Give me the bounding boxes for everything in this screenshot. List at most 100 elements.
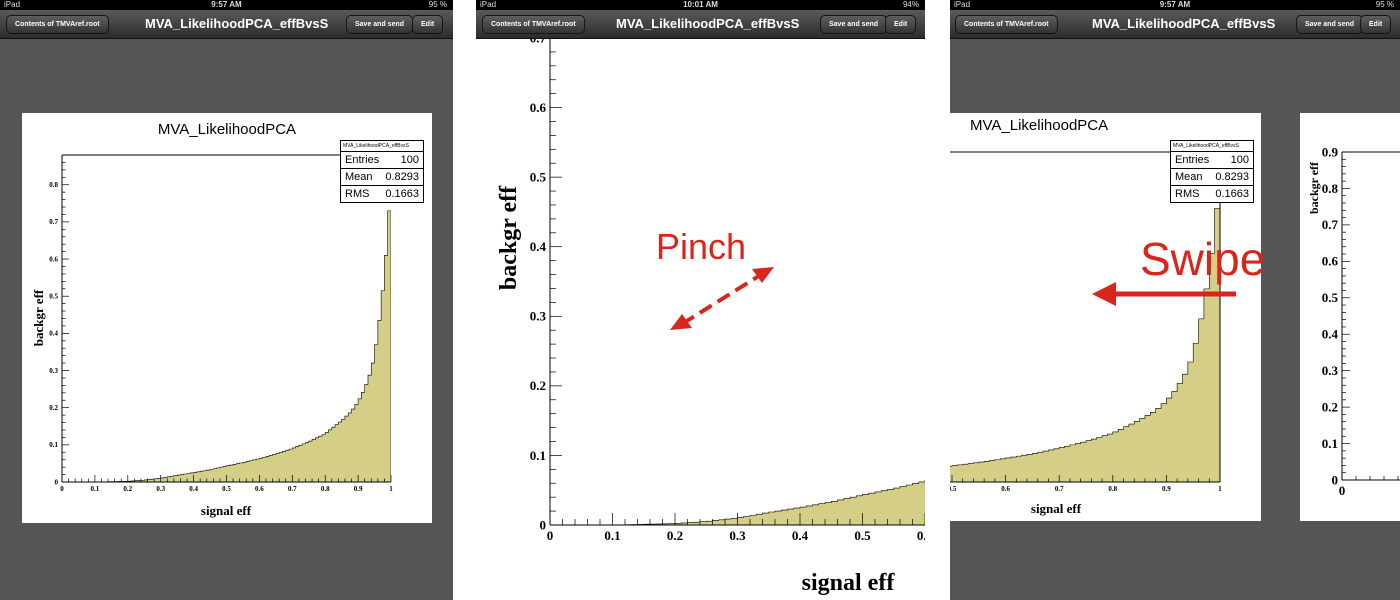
- navigation-bar: Contents of TMVAref.root MVA_LikelihoodP…: [0, 10, 453, 39]
- status-bar: iPad 10:01 AM 94%: [476, 0, 925, 10]
- save-and-send-button[interactable]: Save and send: [820, 15, 888, 34]
- iphone-screen-1: iPad 9:57 AM 95 % Contents of TMVAref.ro…: [0, 0, 453, 600]
- edit-button[interactable]: Edit: [412, 15, 444, 34]
- swipe-arrow-icon: [1092, 282, 1236, 306]
- x-tick-label: 0.6: [1001, 485, 1010, 493]
- y-tick-label: 0.2: [49, 404, 58, 412]
- histogram-area: [550, 480, 925, 525]
- stats-box: MVA_LikelihoodPCA_effBvsS Entries 100 Mea…: [1170, 140, 1254, 203]
- navigation-bar: Contents of TMVAref.root MVA_LikelihoodP…: [950, 10, 1400, 39]
- stats-row-mean: Mean 0.8293: [341, 169, 423, 186]
- y-tick-label: 0: [55, 478, 59, 486]
- y-axis-title: backgr eff: [31, 289, 46, 346]
- stats-box: MVA_LikelihoodPCA_effBvsS Entries 100 Mea…: [340, 140, 424, 203]
- x-tick-label: 0: [1339, 483, 1346, 498]
- y-tick-label: 0.8: [49, 181, 58, 189]
- save-and-send-button[interactable]: Save and send: [1296, 15, 1364, 34]
- y-tick-label: 0.3: [1322, 363, 1339, 378]
- y-tick-label: 0: [540, 517, 547, 532]
- x-tick-label: 0.2: [667, 528, 683, 543]
- device-label: iPad: [954, 0, 971, 9]
- x-tick-label: 1: [1218, 485, 1222, 493]
- y-tick-label: 0.6: [49, 255, 58, 263]
- edit-button[interactable]: Edit: [1360, 15, 1392, 34]
- y-tick-label: 0.4: [49, 330, 58, 338]
- x-tick-label: 0.5: [854, 528, 871, 543]
- histogram-canvas-incoming[interactable]: 00.10.20.30.40.50.60.70.80.9100.10.20.30…: [1300, 113, 1400, 521]
- clock: 10:01 AM: [683, 0, 718, 9]
- status-bar: iPad 9:57 AM 95 %: [0, 0, 453, 10]
- save-and-send-button[interactable]: Save and send: [346, 15, 414, 34]
- stats-row-mean: Mean 0.8293: [1171, 169, 1253, 186]
- clock: 9:57 AM: [211, 0, 242, 9]
- nav-title: MVA_LikelihoodPCA_effBvsS: [145, 16, 329, 31]
- histogram-plot: 00.10.20.30.40.50.60.70.80.9100.10.20.30…: [1307, 144, 1400, 498]
- x-tick-label: 0.8: [321, 485, 330, 493]
- histogram-area: [950, 207, 1220, 482]
- y-tick-label: 0.5: [530, 169, 547, 184]
- x-tick-label: 0.1: [604, 528, 620, 543]
- device-label: iPad: [4, 0, 21, 9]
- x-tick-label: 0.1: [91, 485, 100, 493]
- y-tick-label: 0.3: [49, 367, 58, 375]
- x-axis-title: signal eff: [1031, 501, 1082, 516]
- histogram-canvas-outgoing[interactable]: MVA_LikelihoodPCA 0.20.30.40.50.60.70.80…: [950, 113, 1261, 521]
- stats-row-rms: RMS 0.1663: [1175, 188, 1249, 200]
- y-tick-label: 0.2: [1322, 399, 1338, 414]
- x-tick-label: 0.6: [917, 528, 925, 543]
- x-tick-label: 0: [60, 485, 64, 493]
- y-tick-label: 0.7: [49, 218, 58, 226]
- nav-title: MVA_LikelihoodPCA_effBvsS: [616, 16, 800, 31]
- x-axis-title: signal eff: [201, 503, 252, 518]
- y-tick-label: 0.7: [1322, 217, 1339, 232]
- back-button[interactable]: Contents of TMVAref.root: [6, 15, 109, 34]
- back-button[interactable]: Contents of TMVAref.root: [955, 15, 1058, 34]
- x-tick-label: 0.6: [255, 485, 264, 493]
- stats-row-entries: Entries 100: [341, 152, 423, 169]
- back-button[interactable]: Contents of TMVAref.root: [482, 15, 585, 34]
- y-tick-label: 0.5: [49, 293, 58, 301]
- y-tick-label: 0.1: [530, 448, 546, 463]
- y-tick-label: 0: [1332, 472, 1339, 487]
- x-axis-title: signal eff: [802, 570, 896, 596]
- stats-title: MVA_LikelihoodPCA_effBvsS: [1171, 141, 1253, 152]
- y-tick-label: 0.4: [1322, 327, 1339, 342]
- iphone-screen-3: iPad 9:57 AM 95 % Contents of TMVAref.ro…: [950, 0, 1400, 600]
- y-tick-label: 0.5: [1322, 290, 1339, 305]
- y-tick-label: 0.1: [49, 441, 58, 449]
- y-tick-label: 0.6: [1322, 254, 1339, 269]
- x-tick-label: 0.9: [354, 485, 363, 493]
- x-tick-label: 0.3: [156, 485, 165, 493]
- histogram-title: MVA_LikelihoodPCA: [970, 117, 1109, 134]
- x-tick-label: 0.2: [123, 485, 132, 493]
- x-tick-label: 0.5: [950, 485, 957, 493]
- stats-row-rms: RMS 0.1663: [345, 188, 419, 200]
- swipe-label: Swipe: [1140, 233, 1266, 285]
- histogram-area: [1342, 479, 1400, 480]
- y-axis-title: backgr eff: [1307, 161, 1321, 214]
- x-tick-label: 0.8: [1108, 485, 1117, 493]
- y-tick-label: 0.4: [530, 239, 547, 254]
- nav-title: MVA_LikelihoodPCA_effBvsS: [1092, 16, 1276, 31]
- histogram-area: [62, 210, 391, 482]
- x-tick-label: 0.9: [1162, 485, 1171, 493]
- y-tick-label: 0.6: [530, 100, 547, 115]
- y-tick-label: 0.7: [530, 38, 547, 45]
- y-tick-label: 0.3: [530, 309, 547, 324]
- iphone-screen-2: iPad 10:01 AM 94% Contents of TMVAref.ro…: [476, 0, 925, 600]
- clock: 9:57 AM: [1159, 0, 1191, 9]
- histogram-canvas[interactable]: MVA_LikelihoodPCA 0 0.1 0.2 0.3 0.4 0.5 0.6 0.7…: [22, 113, 432, 523]
- y-tick-label: 0.9: [1322, 144, 1339, 159]
- pinch-arrow-icon: [670, 267, 774, 330]
- battery-level: 95 %: [428, 0, 447, 9]
- x-tick-label: 0.7: [1055, 485, 1064, 493]
- edit-button[interactable]: Edit: [885, 15, 917, 34]
- y-tick-label: 0.2: [530, 378, 546, 393]
- status-bar: iPad 9:57 AM 95 %: [950, 0, 1400, 10]
- stats-row-entries: Entries 100: [1171, 152, 1253, 169]
- x-tick-label: 0.4: [189, 485, 198, 493]
- battery-level: 94%: [902, 0, 919, 9]
- y-tick-label: 0.1: [1322, 436, 1338, 451]
- zoomed-histogram-plot[interactable]: 0 0.1 0.2 0.3 0.4 0.5 0.6 0 0.1 0.2 0.3 0.4 0.5 0.6 0.…: [476, 38, 925, 600]
